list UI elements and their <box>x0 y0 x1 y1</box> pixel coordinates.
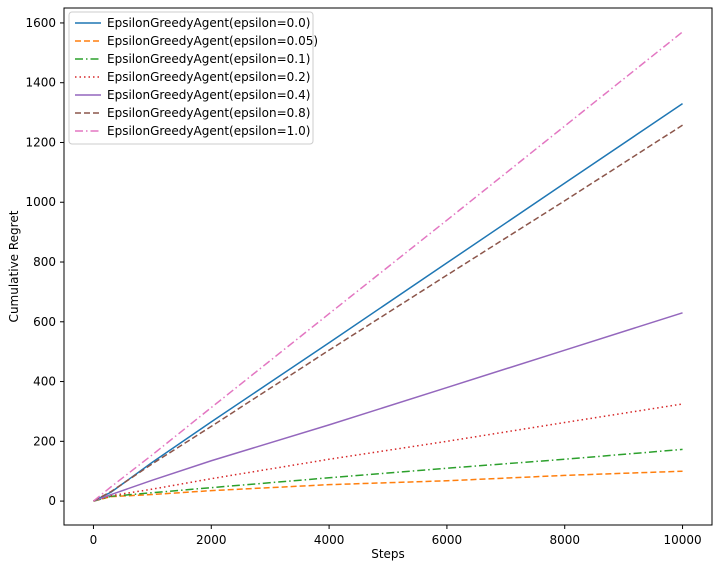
x-tick-label: 6000 <box>432 533 463 547</box>
legend-label: EpsilonGreedyAgent(epsilon=0.05) <box>107 34 318 48</box>
y-axis-label: Cumulative Regret <box>7 210 21 322</box>
y-tick-label: 0 <box>48 494 56 508</box>
x-axis-label: Steps <box>371 547 405 561</box>
legend-label: EpsilonGreedyAgent(epsilon=0.4) <box>107 88 310 102</box>
y-tick-label: 400 <box>33 375 56 389</box>
series-line <box>92 31 684 502</box>
series-line <box>93 448 683 502</box>
series-line <box>93 470 683 502</box>
y-tick-label: 1200 <box>25 135 56 149</box>
legend-label: EpsilonGreedyAgent(epsilon=1.0) <box>107 124 310 138</box>
legend-label: EpsilonGreedyAgent(epsilon=0.0) <box>107 16 310 30</box>
x-tick-label: 8000 <box>549 533 580 547</box>
plot-area <box>92 31 684 502</box>
y-tick-label: 200 <box>33 434 56 448</box>
legend: EpsilonGreedyAgent(epsilon=0.0) EpsilonGr… <box>68 11 318 145</box>
series-line <box>93 124 683 502</box>
x-tick-label: 10000 <box>663 533 701 547</box>
series-line <box>93 312 683 502</box>
x-tick-label: 2000 <box>196 533 227 547</box>
series-line <box>93 103 683 502</box>
y-tick-label: 800 <box>33 255 56 269</box>
y-tick-label: 1000 <box>25 195 56 209</box>
legend-label: EpsilonGreedyAgent(epsilon=0.8) <box>107 106 310 120</box>
x-tick-label: 0 <box>90 533 98 547</box>
y-tick-label: 1400 <box>25 76 56 90</box>
x-tick-label: 4000 <box>314 533 345 547</box>
y-tick-label: 1600 <box>25 16 56 30</box>
y-tick-label: 600 <box>33 315 56 329</box>
axis-ticks: 0 2000 4000 6000 8000 10000 0 200 400 600 800 1000 1… <box>25 16 701 547</box>
legend-box <box>68 11 314 145</box>
legend-label: EpsilonGreedyAgent(epsilon=0.1) <box>107 52 310 66</box>
series-line <box>93 403 683 502</box>
legend-label: EpsilonGreedyAgent(epsilon=0.2) <box>107 70 310 84</box>
plot-frame <box>63 7 713 526</box>
